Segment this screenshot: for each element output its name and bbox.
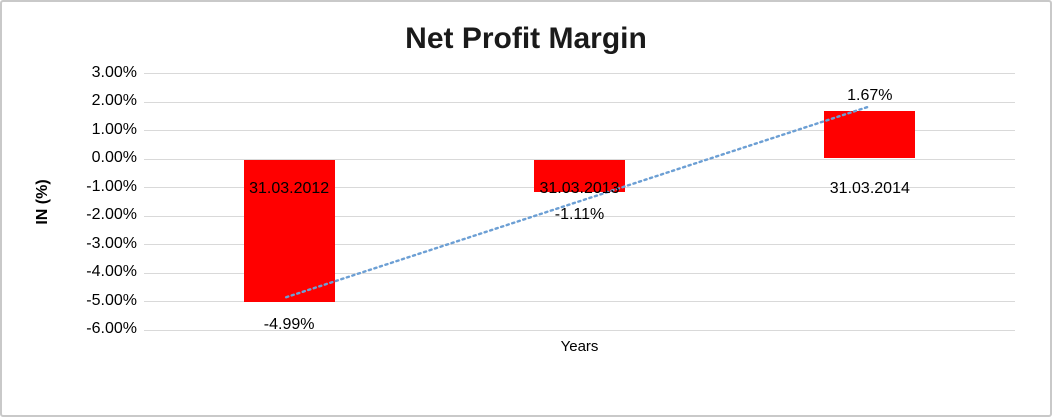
y-axis-tick-label: -4.00% xyxy=(86,263,137,280)
bar-31.03.2014 xyxy=(824,111,916,158)
gridline xyxy=(144,301,1015,302)
x-axis-category-label: 31.03.2013 xyxy=(539,180,620,197)
y-axis-tick-label: -1.00% xyxy=(86,177,137,195)
x-axis-category-label: 31.03.2014 xyxy=(829,180,910,197)
y-axis-tick-label: 2.00% xyxy=(91,92,137,109)
y-axis-tick-label: 1.00% xyxy=(91,120,137,138)
bar-value-label: 1.67% xyxy=(847,87,893,105)
bar-value-label: -1.11% xyxy=(554,205,605,223)
y-axis-tick-label: 0.00% xyxy=(91,149,137,166)
y-axis-tick-label: -5.00% xyxy=(86,291,137,309)
gridline xyxy=(144,101,1015,103)
y-axis-tick-label: -3.00% xyxy=(86,234,137,252)
y-axis-tick-label: -6.00% xyxy=(86,320,137,337)
y-axis-tick-label: 3.00% xyxy=(91,63,137,81)
chart-title: Net Profit Margin xyxy=(405,22,647,55)
x-axis-title: Years xyxy=(560,338,599,355)
gridline xyxy=(144,73,1015,74)
gridline xyxy=(144,329,1015,331)
y-axis-tick-label: -2.00% xyxy=(86,206,137,223)
bar-value-label: -4.99% xyxy=(263,316,315,334)
x-axis-category-label: 31.03.2012 xyxy=(249,180,330,197)
